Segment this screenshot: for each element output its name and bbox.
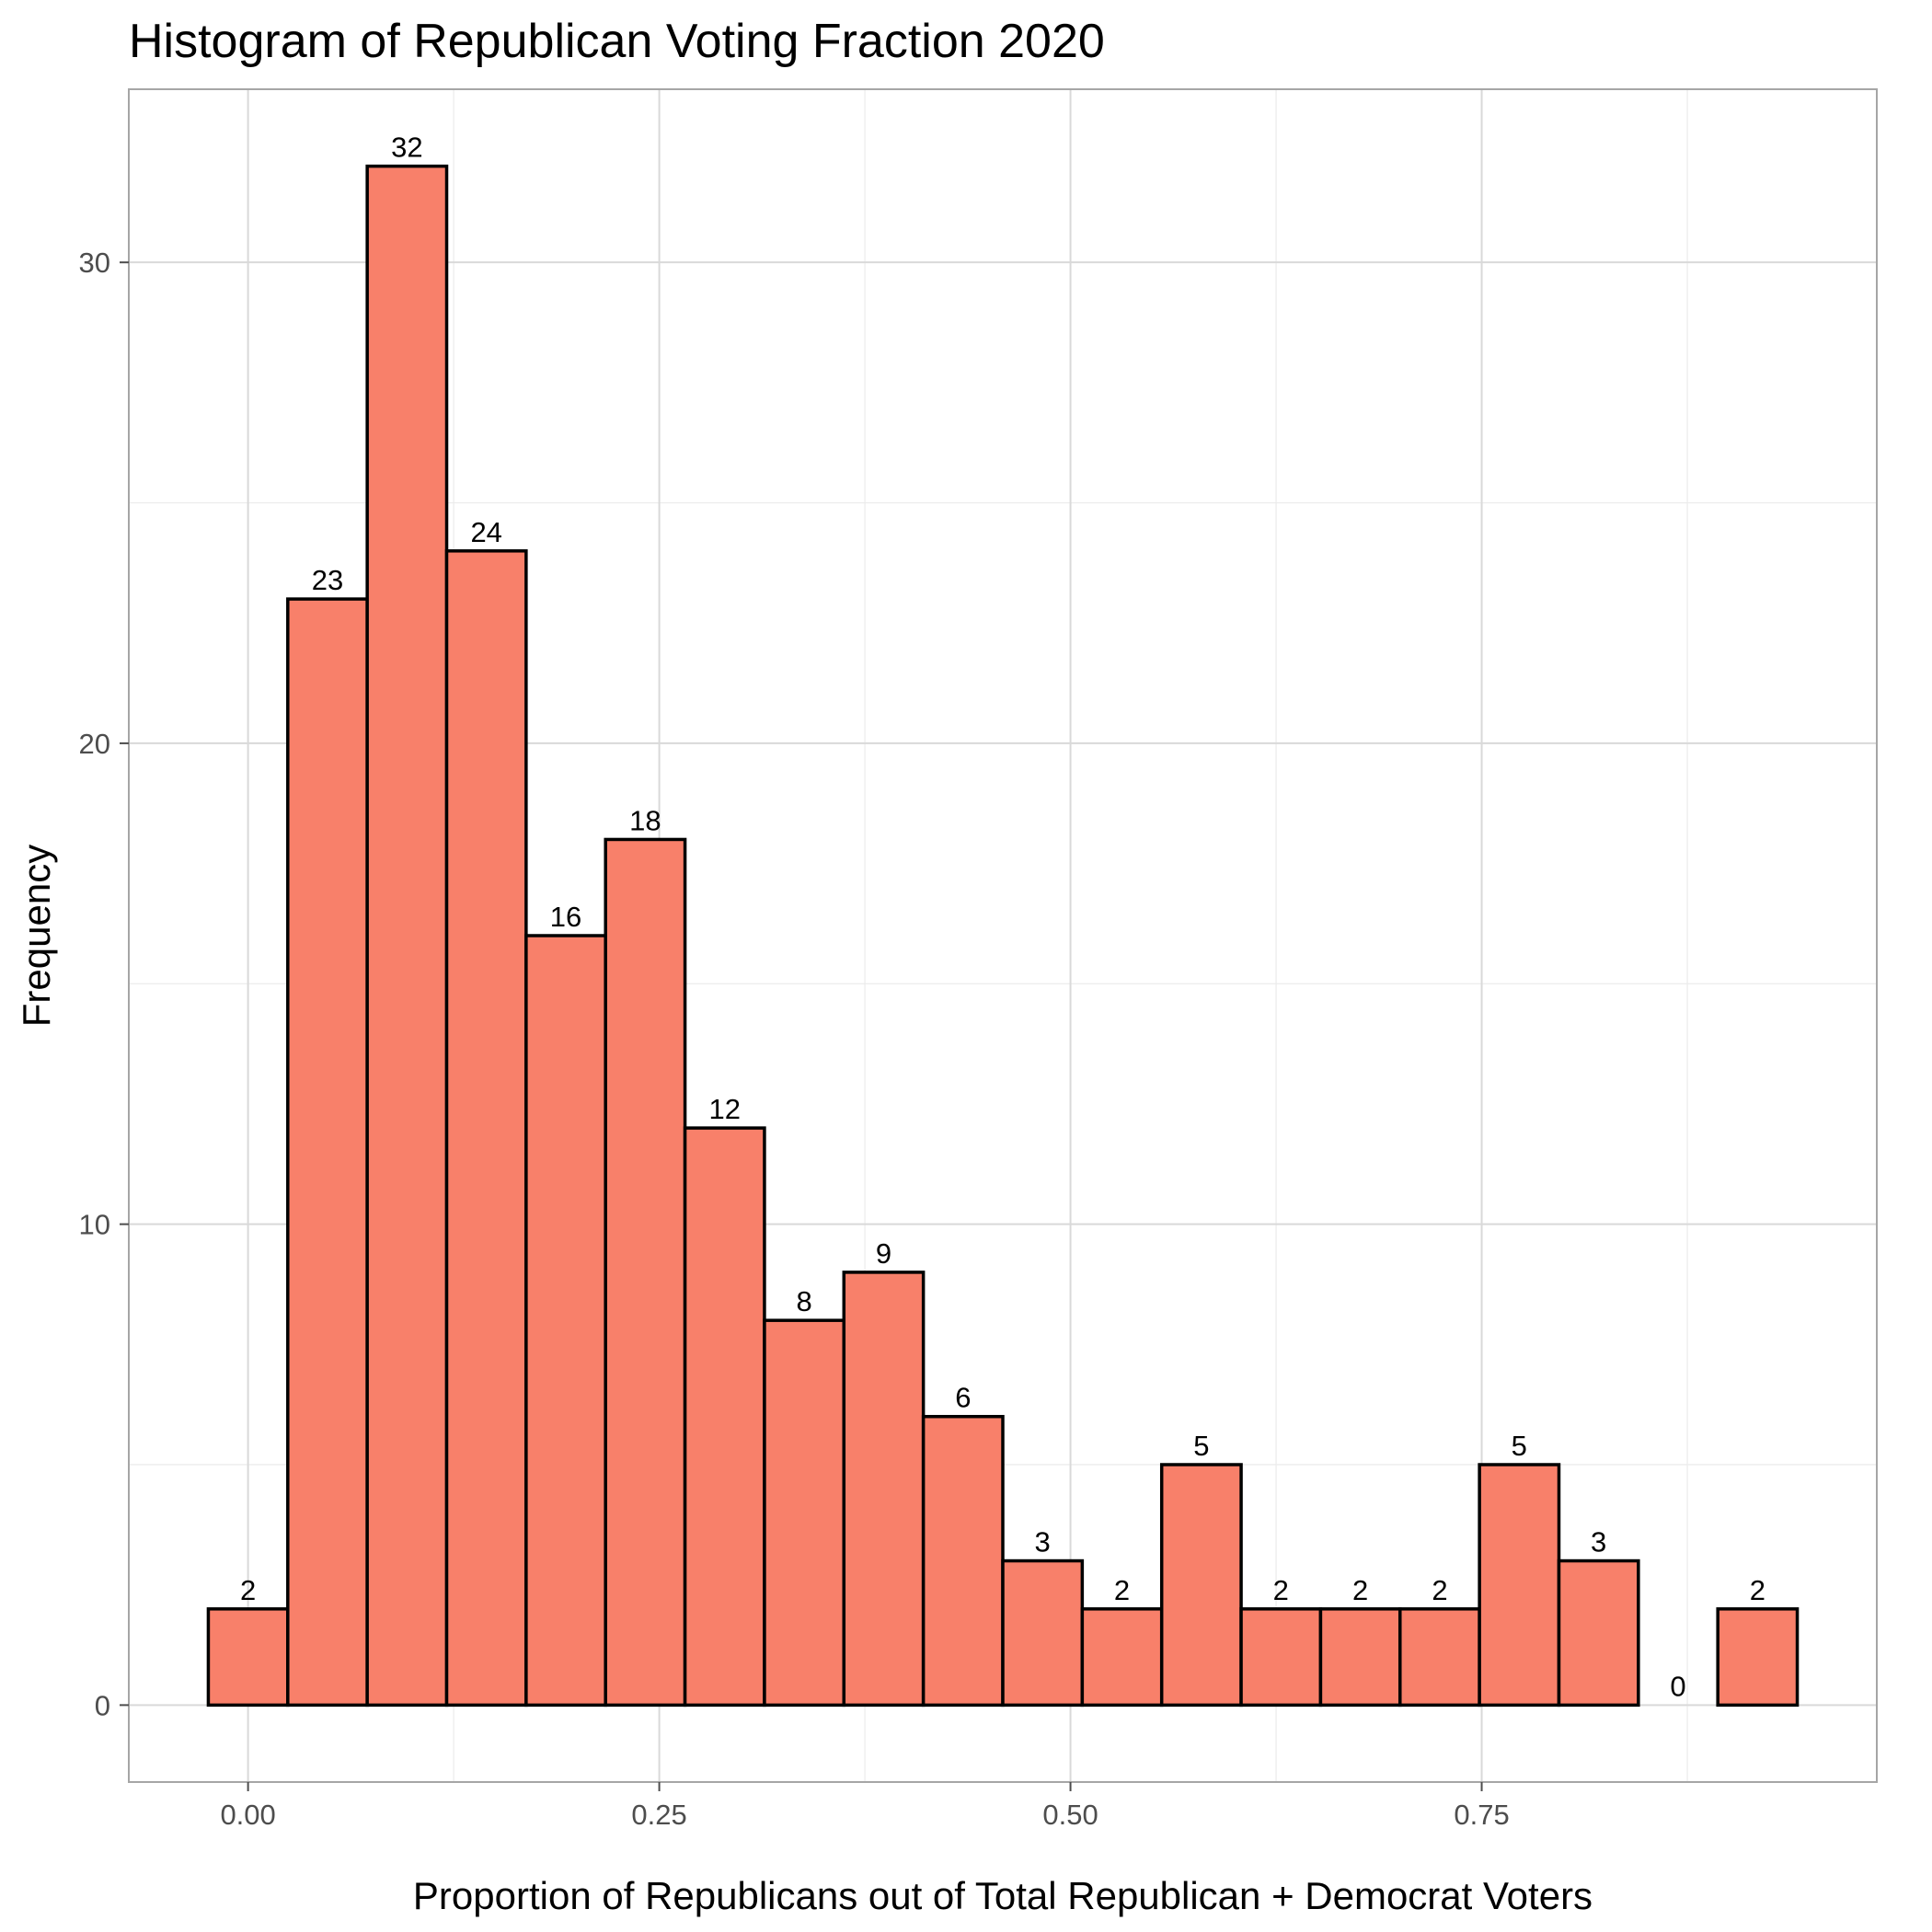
- y-tick-label-3: 30: [79, 247, 110, 279]
- minor-gridlines: [129, 89, 1877, 1782]
- histogram-bar-11: [1080, 1607, 1164, 1708]
- bar-count-label-1: 23: [312, 564, 343, 596]
- bar-count-label-19: 2: [1750, 1574, 1765, 1606]
- histogram-bar-6: [683, 1126, 766, 1708]
- histogram-bar-3: [444, 549, 528, 1708]
- histogram-bar-15: [1398, 1607, 1481, 1708]
- y-tick-label-2: 20: [79, 728, 110, 760]
- histogram-bar-12: [1159, 1463, 1243, 1708]
- bar-count-label-4: 16: [550, 901, 581, 933]
- histogram-bar-13: [1239, 1607, 1323, 1708]
- bar-count-label-2: 32: [391, 132, 422, 164]
- bar-count-label-14: 2: [1352, 1574, 1368, 1606]
- bar-count-label-15: 2: [1432, 1574, 1447, 1606]
- bar-count-label-7: 8: [796, 1285, 811, 1317]
- bar-count-label-18: 0: [1670, 1670, 1685, 1702]
- x-tick-label-0: 0.00: [220, 1799, 275, 1831]
- bar-count-label-10: 3: [1035, 1526, 1051, 1558]
- histogram-bar-17: [1557, 1558, 1640, 1708]
- histogram-bar-2: [365, 164, 449, 1708]
- bar-count-label-11: 2: [1114, 1574, 1130, 1606]
- bar-count-label-9: 6: [955, 1382, 971, 1414]
- y-tick-label-0: 0: [95, 1689, 110, 1721]
- y-axis-ticks: 0 10 20 30: [79, 247, 129, 1721]
- histogram-bar-5: [604, 837, 687, 1708]
- y-tick-label-1: 10: [79, 1209, 110, 1241]
- histogram-bars: [206, 164, 1800, 1708]
- histogram-bar-7: [763, 1318, 846, 1708]
- bar-count-label-13: 2: [1273, 1574, 1289, 1606]
- histogram-bar-10: [1001, 1558, 1085, 1708]
- histogram-bar-8: [842, 1271, 926, 1708]
- bar-count-label-17: 3: [1591, 1526, 1606, 1558]
- histogram-bar-9: [921, 1414, 1005, 1708]
- histogram-bar-0: [206, 1607, 290, 1708]
- bar-count-label-0: 2: [240, 1574, 256, 1606]
- plot-panel-border: [128, 88, 1878, 1783]
- x-tick-label-2: 0.50: [1042, 1799, 1098, 1831]
- bar-count-label-8: 9: [876, 1237, 891, 1270]
- bar-count-label-12: 5: [1193, 1430, 1209, 1462]
- bar-count-label-16: 5: [1512, 1430, 1527, 1462]
- bar-count-label-3: 24: [470, 516, 501, 548]
- bar-count-label-5: 18: [629, 804, 661, 836]
- y-axis-title: Frequency: [15, 845, 58, 1027]
- x-axis-ticks: 0.00 0.25 0.50 0.75: [220, 1782, 1510, 1831]
- histogram-bar-19: [1716, 1607, 1800, 1708]
- x-axis-title: Proportion of Republicans out of Total R…: [413, 1874, 1593, 1917]
- histogram-bar-16: [1478, 1463, 1561, 1708]
- x-tick-label-3: 0.75: [1454, 1799, 1509, 1831]
- chart-title: Histogram of Republican Voting Fraction …: [129, 15, 1105, 68]
- x-tick-label-1: 0.25: [631, 1799, 686, 1831]
- histogram-bar-1: [286, 597, 369, 1708]
- histogram-bar-4: [524, 934, 607, 1708]
- bar-count-label-6: 12: [709, 1093, 741, 1125]
- histogram-bar-14: [1318, 1607, 1402, 1708]
